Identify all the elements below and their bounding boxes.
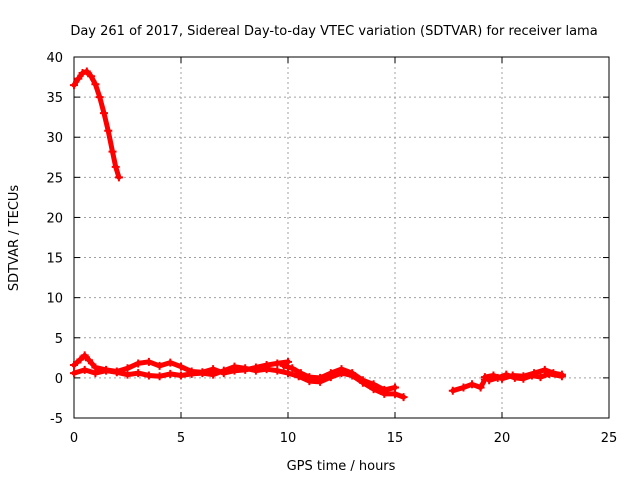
data-point [104, 126, 113, 135]
y-tick-label: 40 [46, 51, 63, 66]
data-point [540, 365, 549, 374]
data-point [82, 67, 91, 76]
data-point [296, 369, 305, 378]
x-tick-label: 10 [280, 431, 297, 446]
x-tick-label: 5 [177, 431, 185, 446]
data-point [74, 74, 83, 83]
y-tick-label: 35 [46, 91, 63, 106]
data-point [80, 365, 89, 374]
x-axis-label: GPS time / hours [287, 459, 396, 474]
data-point [262, 365, 271, 374]
data-point [241, 364, 250, 373]
data-point [493, 373, 502, 382]
axis-ticks: 0 5 10 15 20 25 -5 0 5 10 15 20 25 30 35 40 [46, 51, 617, 446]
data-point [380, 385, 389, 394]
x-tick-label: 25 [601, 431, 618, 446]
data-point [99, 109, 108, 118]
data-point [177, 362, 185, 371]
data-point [177, 371, 185, 380]
data-point [399, 393, 408, 402]
data-point [358, 376, 367, 385]
data-point [369, 380, 378, 389]
y-tick-label: -5 [50, 412, 63, 427]
series-line [71, 68, 122, 180]
data-point [480, 373, 489, 382]
data-point [144, 357, 153, 366]
data-point [288, 364, 297, 373]
data-point [510, 373, 519, 382]
data-point [459, 383, 468, 392]
chart-title: Day 261 of 2017, Sidereal Day-to-day VTE… [70, 24, 597, 39]
data-point [305, 373, 314, 382]
data-point [348, 369, 357, 378]
y-tick-label: 30 [46, 131, 63, 146]
data-point [134, 359, 143, 368]
data-point [273, 366, 282, 375]
data-point [76, 355, 85, 364]
data-point [95, 93, 104, 102]
data-point [230, 362, 239, 371]
y-tick-label: 0 [55, 372, 63, 387]
data-point [91, 369, 100, 378]
data-point [337, 365, 346, 374]
data-point [112, 368, 121, 377]
data-point [519, 374, 528, 383]
data-point [485, 376, 494, 385]
series-group [70, 67, 566, 402]
data-point [187, 369, 196, 378]
y-tick-label: 25 [46, 171, 63, 186]
data-point [468, 380, 477, 389]
data-point [70, 361, 78, 370]
data-point [448, 386, 457, 395]
data-point [70, 81, 78, 90]
data-point [476, 383, 485, 392]
data-point [102, 366, 111, 375]
data-point [114, 173, 123, 182]
data-point [209, 370, 218, 379]
data-point [84, 356, 93, 365]
data-point [123, 370, 132, 379]
data-point [316, 373, 325, 382]
data-point [527, 371, 536, 380]
data-point [391, 383, 399, 392]
y-tick-label: 10 [46, 292, 63, 307]
data-point [198, 369, 207, 378]
data-point [284, 369, 292, 378]
data-point [155, 361, 164, 370]
data-point [502, 370, 511, 379]
data-point [91, 80, 100, 89]
data-point [557, 372, 566, 381]
data-point [545, 369, 554, 378]
x-tick-label: 0 [70, 431, 78, 446]
data-point [155, 372, 164, 381]
data-point [166, 369, 175, 378]
data-point [326, 369, 335, 378]
data-point [144, 371, 153, 380]
y-tick-label: 15 [46, 252, 63, 267]
data-point [134, 369, 143, 378]
data-point [219, 366, 228, 375]
y-axis-label: SDTVAR / TECUs [7, 185, 22, 292]
data-point [111, 162, 120, 171]
data-point [166, 358, 175, 367]
y-tick-label: 20 [46, 211, 63, 226]
x-tick-label: 15 [387, 431, 404, 446]
data-point [80, 351, 89, 360]
data-point [70, 369, 78, 378]
data-point [251, 366, 260, 375]
data-point [279, 361, 288, 370]
data-point [273, 359, 282, 368]
y-tick-label: 5 [55, 332, 63, 347]
x-tick-label: 20 [494, 431, 511, 446]
data-point [536, 373, 545, 382]
data-point [108, 147, 117, 156]
plot-frame [73, 56, 610, 419]
data-point [87, 72, 96, 81]
data-point [78, 69, 87, 78]
